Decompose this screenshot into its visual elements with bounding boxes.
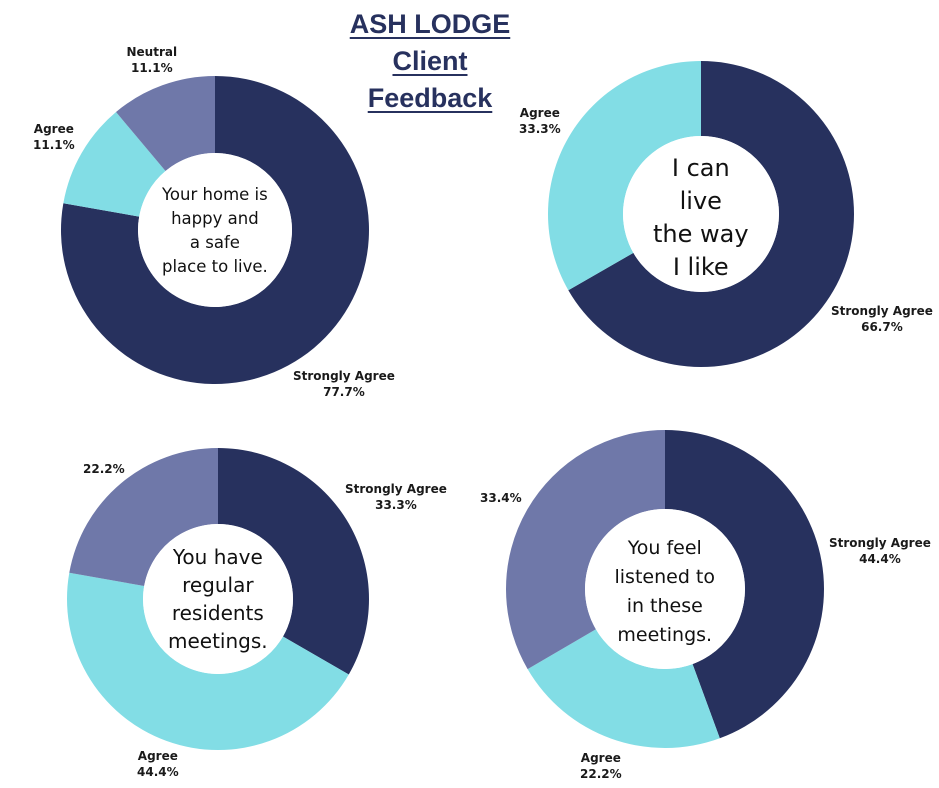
donut-hole	[585, 509, 745, 669]
data-label-value: 44.4%	[859, 552, 901, 566]
chart-center-title-line: meetings.	[617, 624, 713, 646]
slice-unlabeled	[69, 448, 218, 586]
data-label-category: Agree	[580, 751, 621, 765]
title-line-3: Feedback	[367, 83, 493, 113]
donut-hole	[143, 524, 293, 674]
donut-chart-3	[67, 448, 369, 750]
slice-strongly-agree	[568, 61, 854, 367]
data-label-unlabeled: 22.2%	[83, 461, 125, 477]
chart-center-title-line: I can	[671, 154, 730, 182]
data-label-category: Neutral	[126, 45, 178, 59]
data-label-neutral: Neutral 11.1%	[127, 44, 178, 76]
donut-chart-1	[60, 76, 370, 385]
data-label-category: Strongly Agree	[293, 369, 395, 383]
chart-center-title-line: live	[679, 187, 722, 215]
chart-center-title: Your home is happy and a safe place to live…	[162, 183, 268, 279]
data-label-strongly-agree: Strongly Agree 33.3%	[345, 481, 447, 513]
data-label-agree: Agree 33.3%	[519, 105, 561, 137]
data-label-value: 22.2%	[83, 462, 125, 476]
data-label-agree: Agree 22.2%	[580, 750, 622, 782]
donut-hole	[623, 136, 779, 292]
donut-chart-2	[547, 61, 854, 367]
chart-center-title-line: the way	[653, 220, 749, 248]
data-label-category: Strongly Agree	[345, 482, 447, 496]
chart-center-title-line: You feel	[627, 537, 702, 559]
data-label-value: 44.4%	[137, 765, 179, 779]
data-label-value: 11.1%	[33, 138, 75, 152]
data-label-category: Agree	[137, 749, 178, 763]
title-line-1: ASH LODGE	[349, 9, 511, 39]
chart-center-title: You feel listened to in these meetings.	[615, 534, 716, 650]
data-label-value: 22.2%	[580, 767, 622, 781]
data-label-agree: Agree 11.1%	[33, 121, 75, 153]
chart-center-title-line: Your home is	[162, 185, 268, 204]
chart-center-title-line: happy and	[171, 209, 259, 228]
data-label-value: 33.3%	[519, 122, 561, 136]
chart-center-title-line: residents	[171, 601, 264, 625]
data-label-agree: Agree 44.4%	[137, 748, 179, 780]
chart-center-title: You have regular residents meetings.	[168, 543, 268, 655]
slice-unlabeled	[505, 430, 665, 670]
data-label-strongly-agree: Strongly Agree 44.4%	[829, 535, 931, 567]
data-label-strongly-agree: Strongly Agree 77.7%	[293, 368, 395, 400]
chart-center-title-line: in these	[626, 595, 703, 617]
data-label-strongly-agree: Strongly Agree 66.7%	[831, 303, 933, 335]
chart-center-title-line: I like	[672, 253, 729, 281]
data-label-value: 11.1%	[130, 61, 173, 75]
slice-strongly-agree	[60, 76, 370, 385]
slice-strongly-agree	[218, 448, 369, 675]
slice-agree	[547, 61, 701, 291]
chart-center-title: I can live the way I like	[653, 152, 749, 284]
data-label-category: Agree	[519, 106, 560, 120]
data-label-unlabeled: 33.4%	[480, 490, 522, 506]
donut-hole	[138, 153, 292, 307]
data-label-value: 77.7%	[323, 385, 365, 399]
slice-agree	[527, 629, 720, 748]
chart-center-title-line: meetings.	[168, 629, 268, 653]
data-label-value: 33.4%	[480, 491, 522, 505]
chart-center-title-line: listened to	[614, 566, 716, 588]
chart-center-title-line: regular	[182, 573, 254, 597]
slice-agree	[67, 572, 349, 750]
slice-agree	[63, 112, 166, 217]
slice-neutral	[116, 76, 215, 172]
title-line-2: Client	[392, 46, 468, 76]
data-label-value: 33.3%	[375, 498, 417, 512]
chart-center-title-line: place to live.	[162, 257, 268, 276]
data-label-category: Agree	[33, 122, 74, 136]
page-title: ASH LODGE Client Feedback	[330, 6, 530, 117]
chart-center-title-line: a safe	[189, 233, 240, 252]
data-label-category: Strongly Agree	[831, 304, 933, 318]
donut-chart-4	[505, 430, 824, 748]
chart-center-title-line: You have	[172, 545, 263, 569]
slice-strongly-agree	[665, 430, 824, 739]
data-label-value: 66.7%	[861, 320, 903, 334]
data-label-category: Strongly Agree	[829, 536, 931, 550]
